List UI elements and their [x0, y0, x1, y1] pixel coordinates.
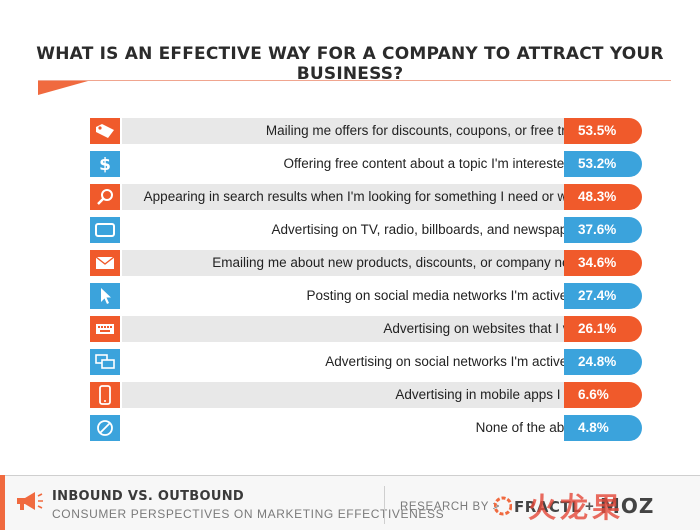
bar: Appearing in search results when I'm loo… [122, 184, 602, 210]
prohibited-icon [90, 415, 120, 441]
bar-label: Appearing in search results when I'm loo… [143, 189, 586, 204]
bar: Advertising on social networks I'm activ… [122, 349, 602, 375]
footer-separator [384, 486, 385, 524]
bar-row: Advertising in mobile apps I use 6.6% [90, 382, 642, 408]
chart-title: WHAT IS AN EFFECTIVE WAY FOR A COMPANY T… [36, 44, 664, 84]
bar: Mailing me offers for discounts, coupons… [122, 118, 602, 144]
bar-label: Advertising on TV, radio, billboards, an… [271, 222, 586, 237]
bar-row: Posting on social media networks I'm act… [90, 283, 642, 309]
bar-row: None of the above 4.8% [90, 415, 642, 441]
moz-logo-text: MOZ [600, 494, 655, 518]
bar-label: Advertising on social networks I'm activ… [325, 354, 586, 369]
footer-divider [0, 475, 700, 476]
bar-row: $ Offering free content about a topic I'm… [90, 151, 642, 177]
bar: Advertising on TV, radio, billboards, an… [122, 217, 602, 243]
bar-row: Emailing me about new products, discount… [90, 250, 642, 276]
bar-label: Posting on social media networks I'm act… [306, 288, 586, 303]
bar-label: Advertising on websites that I visit [383, 321, 586, 336]
value-label: 26.1% [564, 316, 642, 342]
footer-accent-bar [0, 475, 5, 530]
footer-subtitle: CONSUMER PERSPECTIVES ON MARKETING EFFEC… [52, 507, 445, 521]
envelope-icon [90, 250, 120, 276]
tv-icon [90, 217, 120, 243]
magnifier-icon [90, 184, 120, 210]
title-accent-tab [38, 81, 88, 95]
cursor-icon [90, 283, 120, 309]
bar: Advertising on websites that I visit [122, 316, 602, 342]
footer-title: INBOUND VS. OUTBOUND [52, 489, 244, 504]
smartphone-icon [90, 382, 120, 408]
bar-label: Offering free content about a topic I'm … [283, 156, 586, 171]
price-tag-icon [90, 118, 120, 144]
value-label: 48.3% [564, 184, 642, 210]
bar-row: Advertising on social networks I'm activ… [90, 349, 642, 375]
value-label: 27.4% [564, 283, 642, 309]
fractl-logo-icon [493, 496, 513, 521]
bar: Advertising in mobile apps I use [122, 382, 602, 408]
keyboard-icon [90, 316, 120, 342]
bar: Posting on social media networks I'm act… [122, 283, 602, 309]
bar: None of the above [122, 415, 602, 441]
research-by-label: RESEARCH BY > [400, 501, 500, 513]
plus-sign: + [585, 498, 594, 515]
value-label: 53.5% [564, 118, 642, 144]
bar-label: Advertising in mobile apps I use [395, 387, 586, 402]
megaphone-icon [14, 490, 44, 517]
value-label: 37.6% [564, 217, 642, 243]
value-label: 24.8% [564, 349, 642, 375]
svg-text:$: $ [99, 155, 111, 174]
bar-row: Mailing me offers for discounts, coupons… [90, 118, 642, 144]
bar-label: Emailing me about new products, discount… [212, 255, 586, 270]
bar-row: Advertising on TV, radio, billboards, an… [90, 217, 642, 243]
fractl-logo-text: FRACTL [514, 498, 582, 516]
bar-label: Mailing me offers for discounts, coupons… [265, 123, 586, 138]
bar: Emailing me about new products, discount… [122, 250, 602, 276]
bar-label: None of the above [475, 420, 586, 435]
value-label: 34.6% [564, 250, 642, 276]
bar-row: Appearing in search results when I'm loo… [90, 184, 642, 210]
dollar-icon: $ [90, 151, 120, 177]
value-label: 53.2% [564, 151, 642, 177]
footer [0, 476, 700, 530]
value-label: 4.8% [564, 415, 642, 441]
title-divider [38, 80, 671, 81]
chat-bubbles-icon [90, 349, 120, 375]
bar-row: Advertising on websites that I visit 26.1… [90, 316, 642, 342]
bar: Offering free content about a topic I'm … [122, 151, 602, 177]
watermark: 火龙果 [528, 492, 625, 523]
value-label: 6.6% [564, 382, 642, 408]
